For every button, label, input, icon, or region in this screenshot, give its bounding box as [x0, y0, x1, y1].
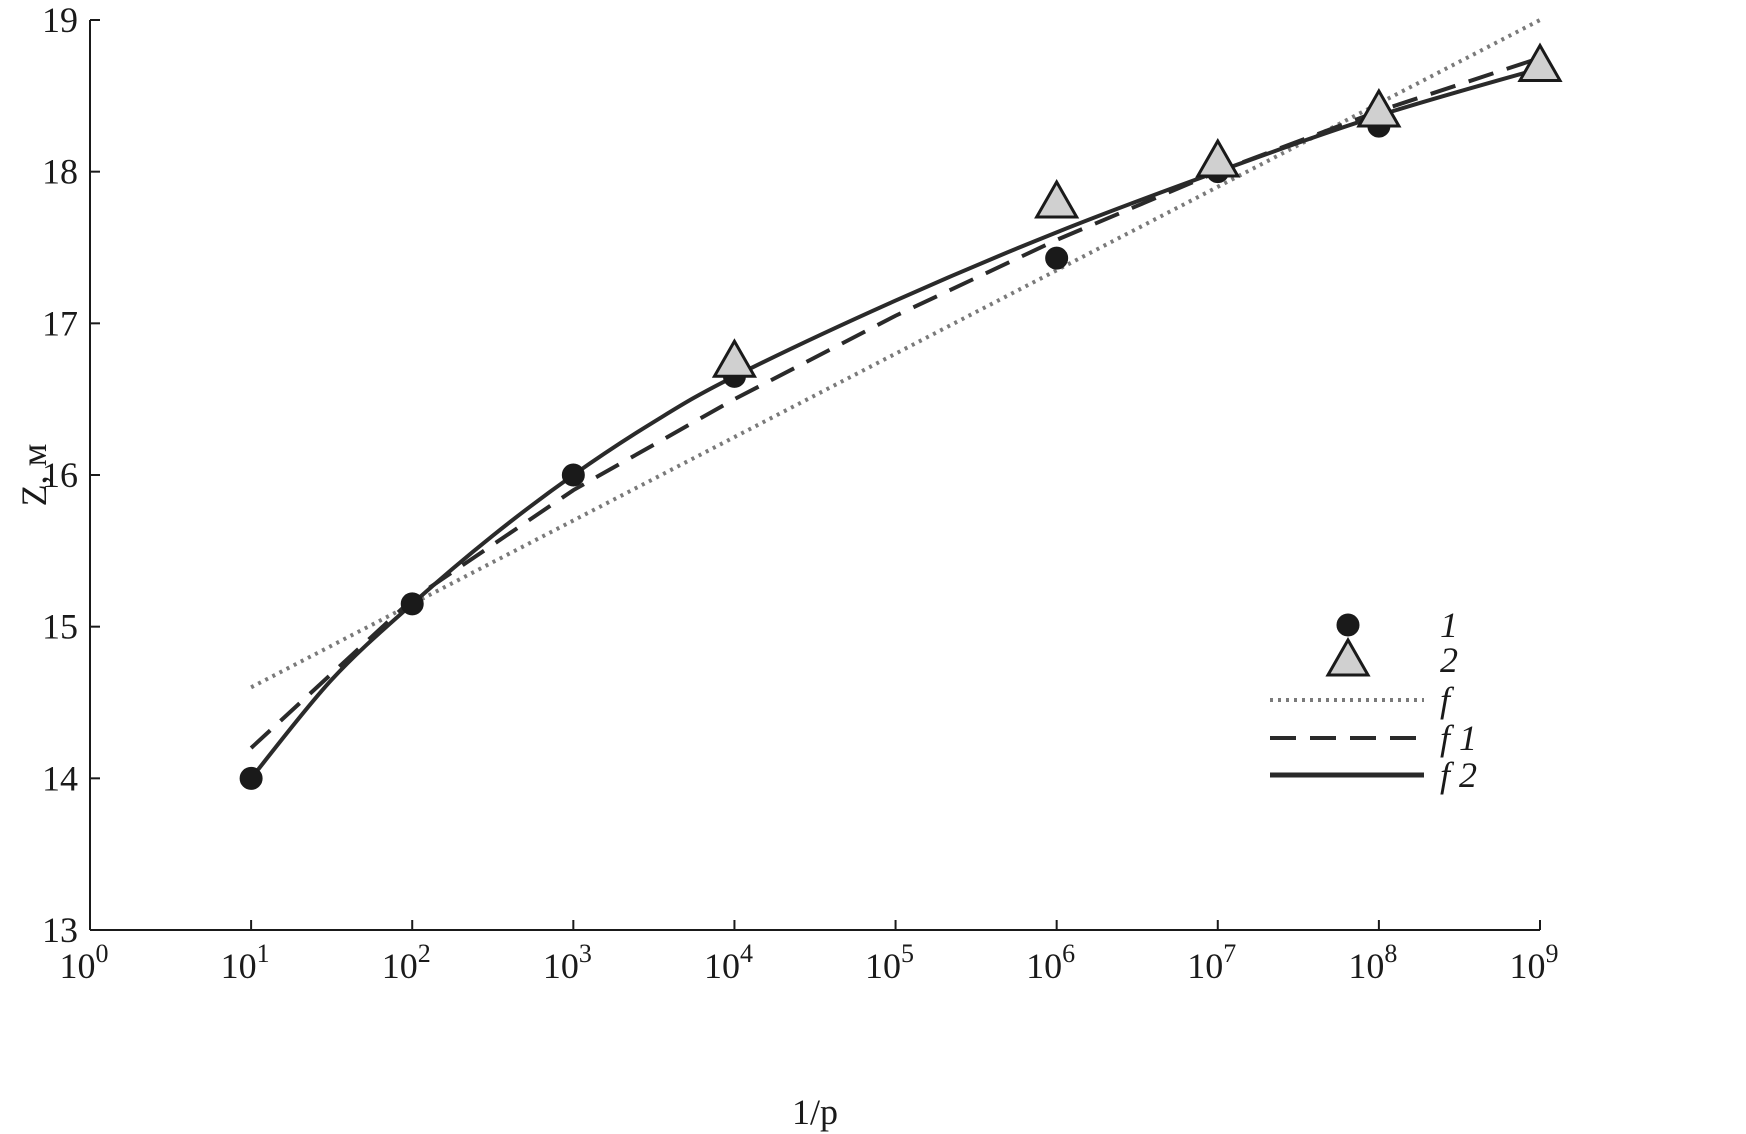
x-tick-exponent: 0: [96, 939, 109, 968]
legend-label: f 2: [1440, 755, 1477, 795]
point-series-1: [239, 766, 263, 790]
x-tick-base: 10: [60, 946, 96, 986]
y-tick-label: 13: [42, 910, 78, 950]
x-tick-exponent: 6: [1062, 939, 1075, 968]
x-tick-label: 109: [1510, 939, 1559, 986]
x-tick-label: 108: [1348, 939, 1397, 986]
x-tick-exponent: 1: [257, 939, 270, 968]
x-tick-label: 107: [1187, 939, 1236, 986]
x-tick-label: 105: [865, 939, 914, 986]
x-tick-base: 10: [704, 946, 740, 986]
x-tick-exponent: 7: [1223, 939, 1236, 968]
data-points: [239, 42, 1563, 790]
x-tick-label: 106: [1026, 939, 1075, 986]
x-tick-base: 10: [382, 946, 418, 986]
x-tick-exponent: 5: [901, 939, 914, 968]
point-series-1: [561, 463, 585, 487]
legend-marker-2: [1325, 636, 1371, 677]
x-tick-exponent: 8: [1384, 939, 1397, 968]
x-tick-label: 101: [221, 939, 270, 986]
y-tick-label: 18: [42, 152, 78, 192]
point-series-2: [711, 338, 758, 378]
x-tick-label: 100: [60, 939, 109, 986]
x-tick-exponent: 9: [1546, 939, 1559, 968]
x-tick-base: 10: [865, 946, 901, 986]
legend-label: f 1: [1440, 718, 1477, 758]
x-tick-base: 10: [1348, 946, 1384, 986]
x-axis-title: 1/p: [792, 1092, 838, 1132]
y-tick-label: 15: [42, 607, 78, 647]
x-tick-base: 10: [543, 946, 579, 986]
x-tick-label: 102: [382, 939, 431, 986]
x-tick-base: 10: [221, 946, 257, 986]
point-series-2: [1034, 178, 1080, 219]
point-series-1: [1045, 246, 1069, 270]
x-tick-base: 10: [1026, 946, 1062, 986]
legend-marker-1: [1336, 613, 1360, 637]
legend-label: 1: [1440, 605, 1458, 645]
x-tick-label: 103: [543, 939, 592, 986]
x-tick-exponent: 2: [418, 939, 431, 968]
legend-label: f: [1440, 680, 1455, 720]
x-tick-base: 10: [1187, 946, 1223, 986]
point-series-2: [1356, 87, 1402, 128]
x-tick-base: 10: [1510, 946, 1546, 986]
y-tick-label: 16: [42, 455, 78, 495]
x-tick-exponent: 3: [579, 939, 592, 968]
x-tick-exponent: 4: [740, 939, 753, 968]
point-series-2: [1517, 42, 1563, 82]
line-f: [250, 18, 1541, 690]
x-tick-label: 104: [704, 939, 753, 986]
y-tick-label: 14: [42, 758, 78, 798]
y-axis-title: Z, м: [14, 444, 54, 507]
point-series-1: [400, 592, 424, 616]
y-tick-label: 17: [42, 303, 78, 343]
point-series-2: [1195, 138, 1241, 178]
line-f1: [249, 56, 1541, 750]
y-tick-label: 19: [42, 0, 78, 40]
legend-label: 2: [1440, 640, 1458, 680]
